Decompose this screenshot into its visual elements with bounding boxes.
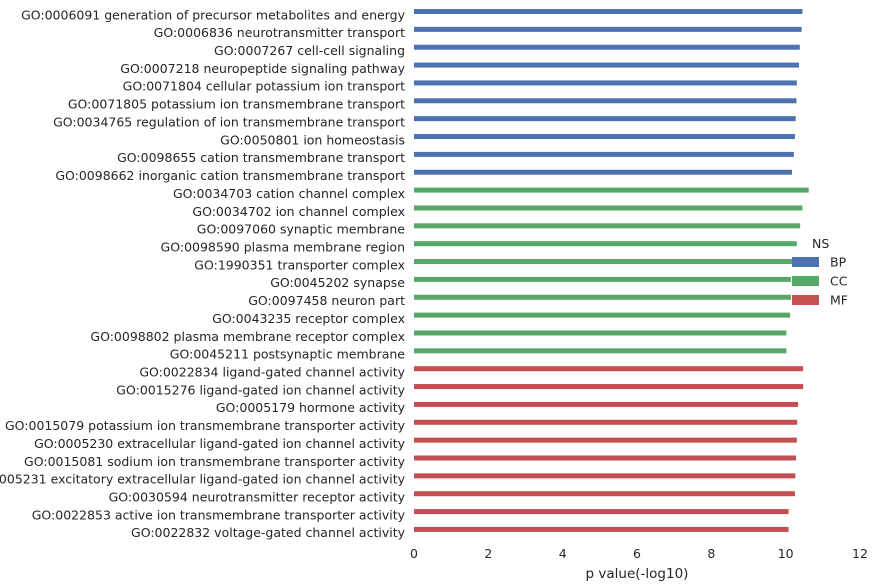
bar-mf-20 [414,366,804,372]
bar-bp-4 [414,80,797,86]
category-label: GO:0034703 cation channel complex [173,186,405,201]
legend-label-bp: BP [830,255,847,270]
category-label: GO:0034702 ion channel complex [192,204,405,219]
x-tick-label: 6 [633,546,641,561]
category-label: GO:0006836 neurotransmitter transport [154,25,405,40]
x-tick-label: 0 [410,546,418,561]
bar-bp-6 [414,116,796,122]
bar-bp-2 [414,44,800,50]
bar-cc-12 [414,223,801,229]
legend-title: NS [812,236,829,251]
category-label: GO:0034765 regulation of ion transmembra… [53,114,405,129]
category-label: GO:0022832 voltage-gated channel activit… [131,525,406,540]
category-label: GO:0022853 active ion transmembrane tran… [32,507,406,522]
category-label: GO:0022834 ligand-gated channel activity [139,365,405,380]
bar-cc-10 [414,187,809,193]
legend-label-cc: CC [830,274,848,289]
category-label: GO:0098802 plasma membrane receptor comp… [90,329,405,344]
category-label: GO:0098655 cation transmembrane transpor… [117,150,405,165]
x-axis-label: p value(-log10) [586,566,689,582]
bar-bp-0 [414,9,803,14]
bar-mf-22 [414,401,798,407]
category-label: GO:0015276 ligand-gated ion channel acti… [116,382,405,397]
category-label: GO:0007218 neuropeptide signaling pathwa… [120,61,405,76]
bar-cc-11 [414,205,803,211]
bar-cc-18 [414,330,787,336]
x-tick-label: 10 [778,546,794,561]
category-label: GO:0071804 cellular potassium ion transp… [123,79,405,94]
bar-cc-14 [414,259,796,265]
category-label: GO:0097060 synaptic membrane [197,222,406,237]
x-tick-label: 12 [852,546,868,561]
x-tick-label: 4 [559,546,567,561]
category-label: GO:0045211 postsynaptic membrane [170,347,406,362]
category-label: GO:0098662 inorganic cation transmembran… [55,168,405,183]
category-label: GO:0030594 neurotransmitter receptor act… [109,490,406,505]
bars-layer [414,9,809,532]
bar-bp-8 [414,151,794,157]
bar-bp-5 [414,98,797,104]
bar-mf-23 [414,419,798,425]
category-label: GO:0005230 extracellular ligand-gated io… [34,436,406,451]
category-label: GO:0071805 potassium ion transmembrane t… [68,97,405,112]
category-label: GO:0045202 synapse [270,275,405,290]
bar-mf-28 [414,509,789,515]
category-label: GO:0007267 cell-cell signaling [214,43,405,58]
category-label: GO:0043235 receptor complex [212,311,405,326]
bar-cc-16 [414,294,791,300]
category-label: GO:0015079 potassium ion transmembrane t… [5,418,406,433]
category-label: GO:0015081 sodium ion transmembrane tran… [24,454,406,469]
legend-swatch-cc [792,276,819,286]
category-label: GO:0005179 hormone activity [216,400,406,415]
bar-mf-21 [414,384,804,390]
category-label: GO:0050801 ion homeostasis [220,132,405,147]
category-label: GO:0097458 neuron part [248,293,405,308]
bar-mf-27 [414,491,795,497]
bar-cc-15 [414,276,791,282]
x-tick-label: 2 [484,546,492,561]
bar-cc-13 [414,241,797,247]
legend-swatch-bp [792,257,819,267]
x-tick-labels-layer: 0 2 4 6 8 10 12 [410,546,868,561]
legend-swatch-mf [792,295,819,305]
category-labels-layer: GO:0006091 generation of precursor metab… [0,7,406,540]
category-label: GO:0005231 excitatory extracellular liga… [0,472,406,487]
bar-mf-26 [414,473,796,479]
bar-mf-25 [414,455,797,461]
category-label: GO:0098590 plasma membrane region [161,239,405,254]
legend: NS BP CC MF [792,236,848,308]
legend-label-mf: MF [830,293,848,308]
bar-cc-19 [414,348,787,354]
x-tick-label: 8 [707,546,715,561]
bar-bp-7 [414,134,795,140]
bar-bp-9 [414,169,792,175]
bar-bp-3 [414,62,800,68]
bar-cc-17 [414,312,791,318]
category-label: GO:0006091 generation of precursor metab… [21,7,406,22]
bar-bp-1 [414,26,802,32]
bar-mf-29 [414,526,789,532]
bar-mf-24 [414,437,797,443]
category-label: GO:1990351 transporter complex [194,257,405,272]
